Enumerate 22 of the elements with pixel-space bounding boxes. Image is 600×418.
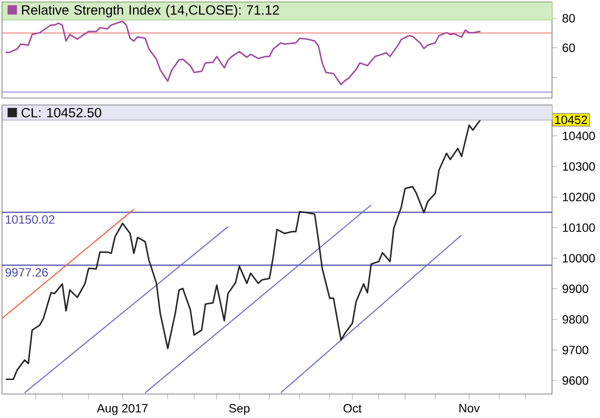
legend-label: CL: 10452.50 (22, 108, 102, 118)
annotation: 10452 (555, 116, 588, 124)
y-tick-label: 10000 (562, 254, 595, 262)
y-tick-label: 10300 (562, 162, 595, 171)
y-tick-label: 10200 (562, 192, 595, 202)
line-series (5, 20, 482, 86)
x-tick-label: Oct (344, 404, 362, 413)
y-tick-label: 10400 (562, 132, 595, 140)
x-tick-label: Sep (229, 404, 250, 415)
y-tick-label: 9800 (562, 315, 588, 324)
x-tick-label: Nov (459, 404, 480, 412)
x-tick-label: Aug 2017 (96, 404, 148, 415)
y-tick-label: 80 (562, 14, 575, 23)
y-tick-label: 10100 (562, 223, 595, 232)
legend-label: Relative Strength Index (14,CLOSE): 71.12 (22, 4, 279, 18)
y-tick-label: 9900 (562, 284, 588, 294)
y-tick-label: 60 (562, 44, 575, 52)
y-tick-label: 9600 (562, 376, 588, 385)
y-tick-label: 9700 (562, 346, 588, 354)
line-series (5, 119, 482, 380)
ref-line-label: 9977.26 (6, 268, 48, 277)
ref-line-label: 10150.02 (6, 215, 54, 224)
